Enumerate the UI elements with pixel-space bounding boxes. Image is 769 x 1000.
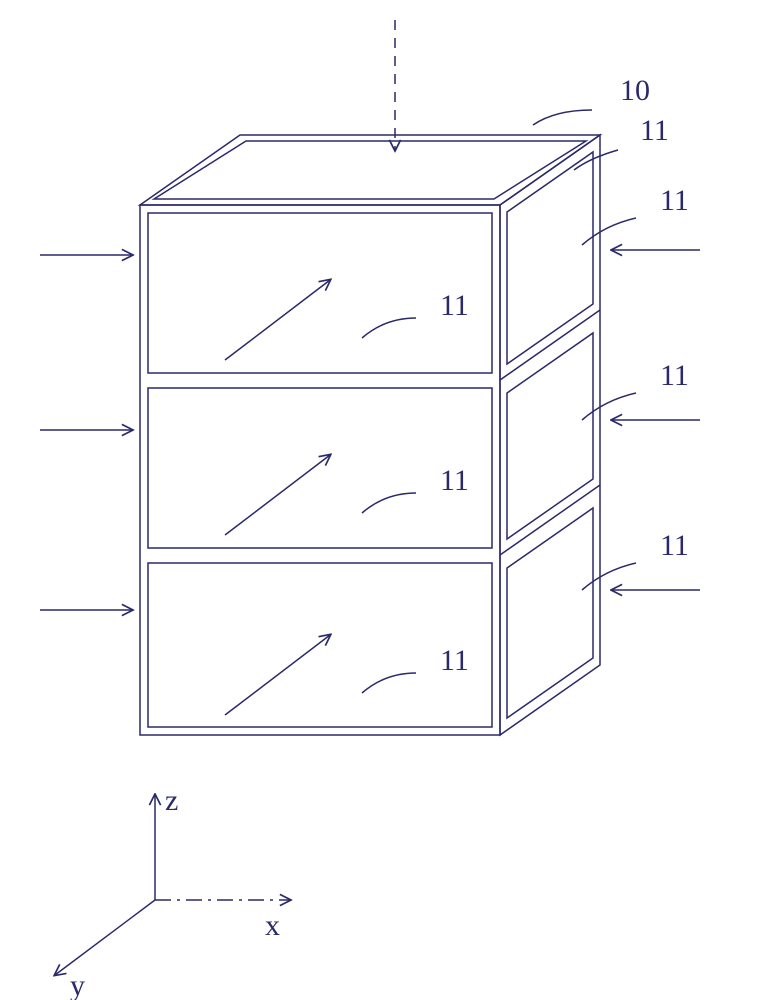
leader-11-side-b	[582, 393, 636, 420]
label-11-side-a: 11	[660, 184, 689, 217]
axis-y	[55, 900, 155, 975]
callouts: 10 11 11 11 11 11 11 11	[362, 74, 689, 693]
leader-10	[533, 110, 592, 125]
side-panel-2	[507, 333, 593, 539]
side-div-1	[500, 310, 600, 380]
axis-z-label: z	[165, 784, 178, 817]
leader-11-side-a	[582, 218, 636, 245]
stacked-box	[140, 135, 600, 735]
axis-y-label: y	[70, 969, 85, 1000]
leader-11-front-c	[362, 673, 416, 693]
label-11-side-c: 11	[660, 529, 689, 562]
front-arrow-2	[225, 455, 330, 535]
label-11-front-a: 11	[440, 289, 469, 322]
label-11-side-b: 11	[660, 359, 689, 392]
side-panel-3	[507, 508, 593, 718]
label-11-front-b: 11	[440, 464, 469, 497]
leader-11-front-b	[362, 493, 416, 513]
coord-axes: z x y	[55, 784, 290, 1000]
leader-11-front-a	[362, 318, 416, 338]
label-10: 10	[620, 74, 650, 107]
front-arrow-1	[225, 280, 330, 360]
side-div-2	[500, 485, 600, 555]
side-face-outer	[500, 135, 600, 735]
front-arrow-3	[225, 635, 330, 715]
load-arrows	[40, 20, 700, 715]
axis-x-label: x	[265, 909, 280, 942]
label-11-top: 11	[640, 114, 669, 147]
side-panel-1	[507, 152, 593, 364]
diagram-canvas: 10 11 11 11 11 11 11 11 z x y	[0, 0, 769, 1000]
leader-11-side-c	[582, 563, 636, 590]
label-11-front-c: 11	[440, 644, 469, 677]
